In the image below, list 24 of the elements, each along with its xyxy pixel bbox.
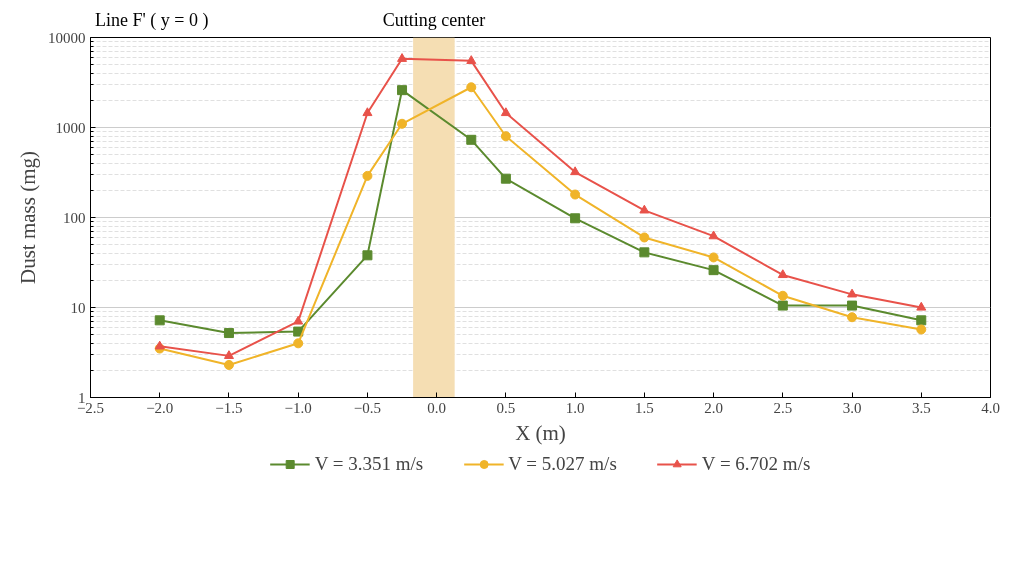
legend-label: V = 6.702 m/s: [701, 453, 811, 475]
y-tick-label: 10: [70, 299, 86, 316]
x-tick-label: 2.0: [704, 399, 723, 416]
x-axis-title: X (m): [515, 420, 566, 445]
x-tick-label: −1.0: [284, 399, 312, 416]
x-tick-label: 0.5: [496, 399, 516, 416]
x-tick-label: −1.5: [215, 399, 243, 416]
x-tick-label: −0.5: [353, 399, 382, 416]
x-tick-label: 2.5: [773, 399, 793, 416]
x-tick-label: 0.0: [427, 399, 447, 416]
legend-label: V = 3.351 m/s: [314, 453, 424, 475]
y-axis-title: Dust mass (mg): [16, 151, 40, 284]
y-tick-label: 10000: [48, 29, 86, 46]
legend-label: V = 5.027 m/s: [508, 453, 617, 475]
y-tick-label: 100: [63, 209, 86, 226]
x-tick-label: −2.0: [146, 399, 174, 416]
x-tick-label: 3.5: [911, 399, 931, 416]
x-tick-label: 3.0: [842, 399, 862, 416]
x-tick-label: 1.5: [634, 399, 654, 416]
y-tick-label: 1000: [55, 119, 86, 136]
band-label: Cutting center: [382, 9, 486, 30]
text: Line F' ( y = 0 ): [95, 9, 209, 31]
x-tick-label: 4.0: [981, 399, 1000, 416]
x-tick-label: 1.0: [565, 399, 585, 416]
